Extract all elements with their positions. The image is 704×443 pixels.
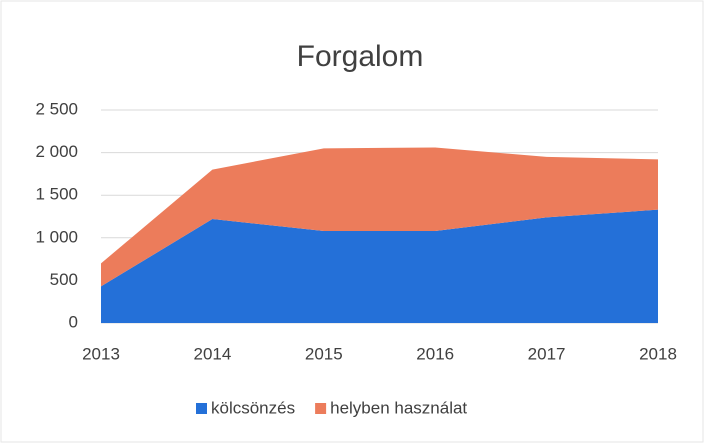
- area: [101, 147, 658, 287]
- y-tick-label: 500: [50, 270, 78, 289]
- y-tick-label: 0: [69, 312, 78, 331]
- x-tick-label: 2015: [305, 344, 343, 363]
- x-tick-label: 2017: [528, 344, 566, 363]
- x-tick-label: 2018: [639, 344, 677, 363]
- x-tick-label: 2016: [416, 344, 454, 363]
- y-tick-label: 2 000: [35, 142, 78, 161]
- legend-swatch: [196, 403, 207, 414]
- y-tick-label: 1 500: [35, 185, 78, 204]
- legend-swatch: [315, 403, 327, 414]
- chart-title: Forgalom: [297, 40, 424, 73]
- x-tick-label: 2013: [82, 344, 120, 363]
- y-tick-label: 2 500: [35, 99, 78, 118]
- area: [101, 209, 658, 323]
- y-tick-label: 1 000: [35, 227, 78, 246]
- legend-label: helyben használat: [330, 398, 467, 417]
- x-tick-label: 2014: [193, 344, 231, 363]
- legend-label: kölcsönzés: [211, 398, 295, 417]
